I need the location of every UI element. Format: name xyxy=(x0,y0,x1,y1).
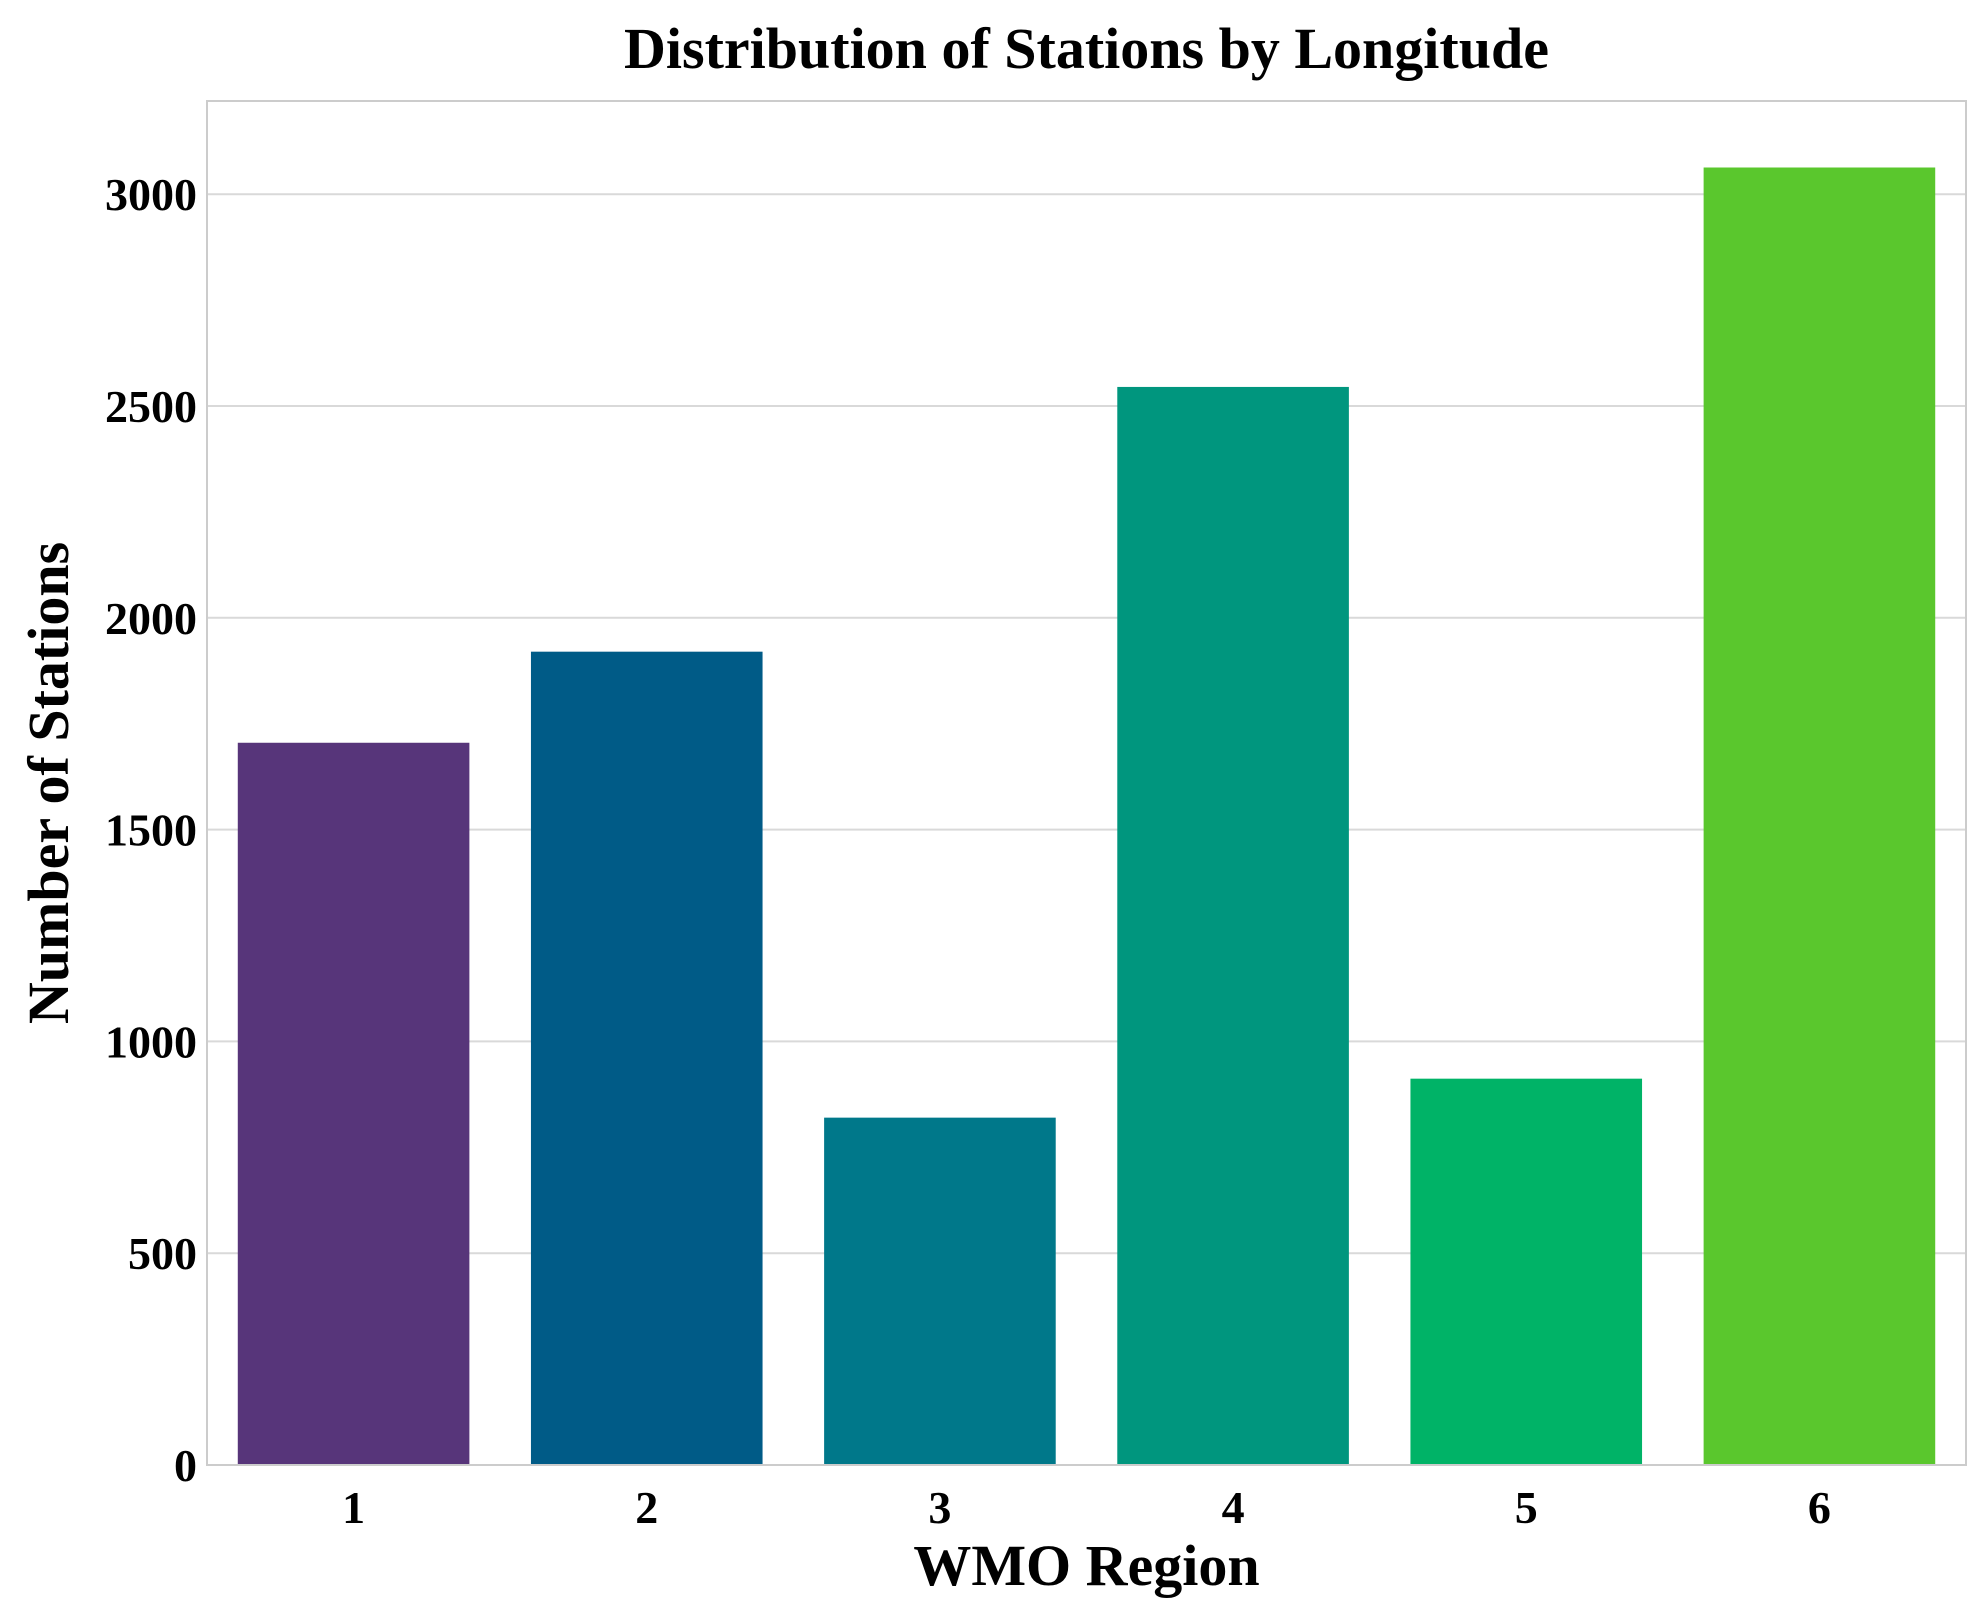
x-tick-label: 4 xyxy=(1222,1482,1245,1533)
y-axis-label: Number of Stations xyxy=(16,542,81,1024)
x-tick-label: 6 xyxy=(1808,1482,1831,1533)
x-tick-label: 1 xyxy=(342,1482,365,1533)
bars xyxy=(237,167,1936,1466)
y-axis-ticks: 0 500 1000 1500 2000 2500 3000 xyxy=(105,169,197,1491)
bar-region-1 xyxy=(237,742,470,1465)
y-tick-label: 1500 xyxy=(105,805,197,856)
y-tick-label: 2500 xyxy=(105,381,197,432)
y-tick-label: 2000 xyxy=(105,593,197,644)
y-tick-label: 0 xyxy=(174,1440,197,1491)
y-tick-label: 3000 xyxy=(105,169,197,220)
plot-frame xyxy=(206,100,1967,1466)
bar-region-3 xyxy=(824,1117,1056,1465)
x-tick-label: 5 xyxy=(1515,1482,1538,1533)
bar-region-5 xyxy=(1410,1078,1643,1465)
x-axis-label: WMO Region xyxy=(913,1533,1259,1598)
bar-region-6 xyxy=(1703,167,1936,1465)
bar-region-4 xyxy=(1117,386,1349,1466)
bar-region-2 xyxy=(530,651,763,1465)
x-tick-label: 3 xyxy=(928,1482,951,1533)
y-tick-label: 500 xyxy=(128,1228,197,1279)
gridlines xyxy=(207,193,1966,1255)
x-axis-ticks: 1 2 3 4 5 6 xyxy=(342,1482,1831,1533)
y-tick-label: 1000 xyxy=(105,1016,197,1067)
chart-title: Distribution of Stations by Longitude xyxy=(624,16,1549,81)
x-tick-label: 2 xyxy=(635,1482,658,1533)
